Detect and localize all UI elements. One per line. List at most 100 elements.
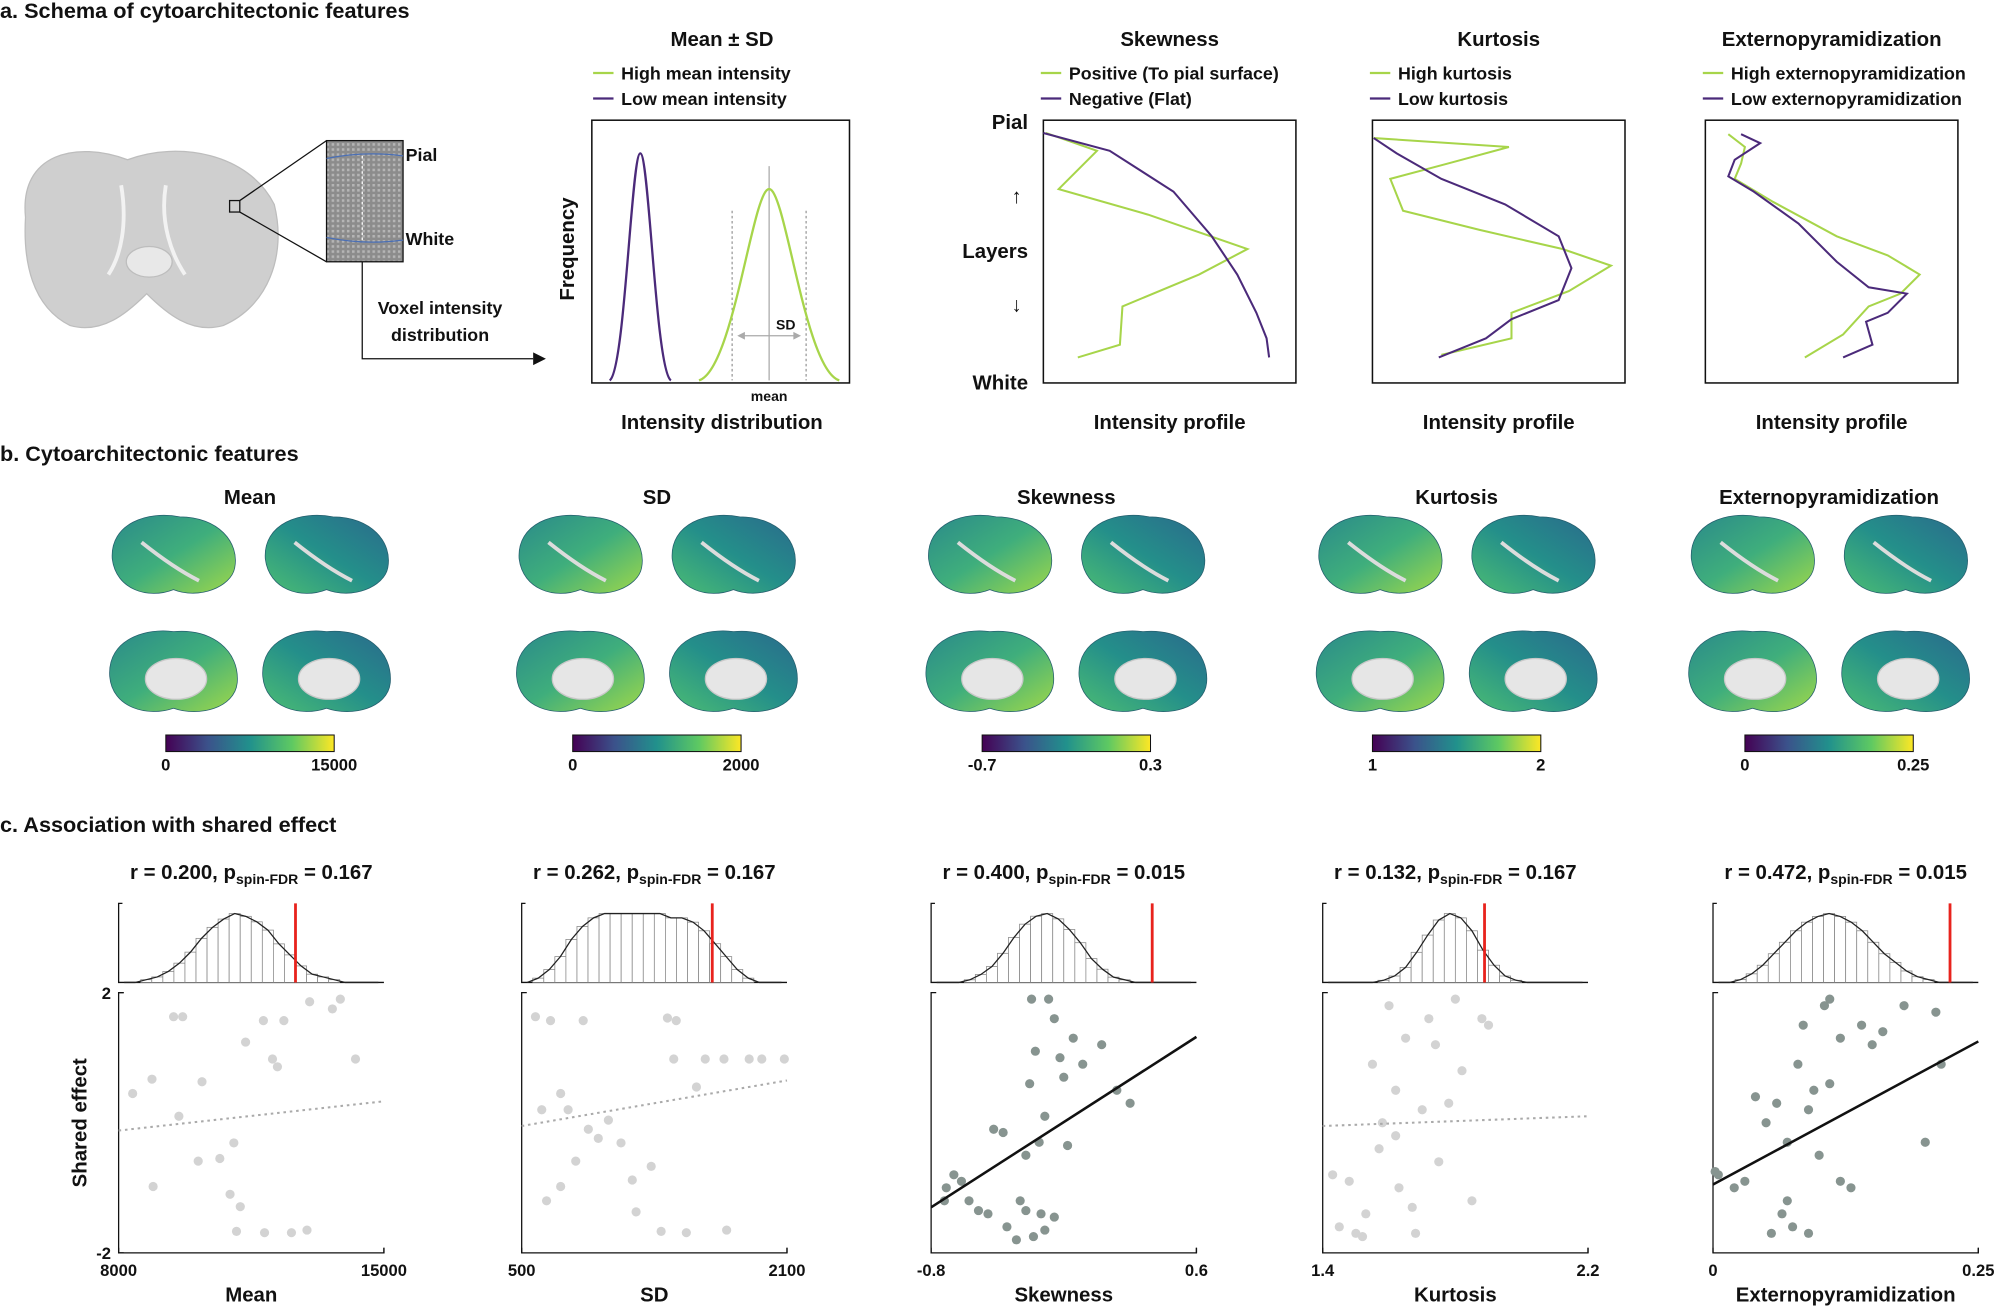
- x-label: Intensity profile: [1094, 412, 1246, 434]
- axis: [117, 992, 385, 1254]
- profile-axis-label: White: [973, 372, 1029, 394]
- hist-bar: [1443, 913, 1456, 983]
- brain-lateral: [1690, 514, 1815, 594]
- profile-curve: [1045, 131, 1251, 359]
- point: [556, 1088, 566, 1099]
- point: [1729, 1183, 1739, 1193]
- brain-sulcus: [547, 540, 607, 583]
- panel-title: r = 0.132, pspin-FDR = 0.167: [1334, 862, 1577, 887]
- hist-bar: [576, 926, 589, 983]
- legend-label: Low externopyramidization: [1731, 89, 1962, 109]
- hist-bar: [1845, 921, 1858, 983]
- hist-bar: [1790, 930, 1802, 983]
- y-tick-label: -2: [96, 1244, 111, 1263]
- point: [1040, 1111, 1050, 1121]
- hist-curve: [936, 912, 1191, 984]
- point: [1772, 1098, 1782, 1108]
- hist-bar: [598, 913, 611, 983]
- brain-sulcus: [700, 540, 760, 583]
- hist-bar: [261, 929, 274, 983]
- panel-title: r = 0.472, pspin-FDR = 0.015: [1724, 862, 1967, 887]
- colorbar-label: 1: [1368, 756, 1377, 775]
- point: [537, 1105, 547, 1115]
- point: [259, 1228, 270, 1238]
- hist-bar: [1041, 913, 1054, 983]
- point: [1750, 1092, 1761, 1102]
- title-part: r = 0.400, p: [942, 862, 1048, 884]
- point: [1920, 1137, 1930, 1147]
- hist-bar: [1878, 953, 1891, 983]
- title-part: = 0.167: [701, 862, 775, 884]
- point: [662, 1013, 673, 1023]
- hist-bar: [1432, 919, 1445, 983]
- brain-midline: [144, 657, 208, 700]
- inset-label: Pial: [406, 145, 438, 165]
- point: [174, 1111, 184, 1121]
- point: [616, 1138, 626, 1148]
- point: [779, 1054, 789, 1064]
- point: [656, 1226, 666, 1236]
- profile-curve: [1373, 137, 1573, 359]
- voxel-label: Voxel intensity: [378, 298, 503, 318]
- fit-line: [118, 1100, 385, 1132]
- hist-curve: [1328, 912, 1583, 984]
- point: [1430, 1040, 1441, 1050]
- point: [1931, 1007, 1941, 1017]
- annotation: mean: [751, 388, 788, 404]
- point: [1021, 1205, 1031, 1216]
- point: [1367, 1059, 1378, 1069]
- hist-bar: [698, 930, 710, 983]
- point: [578, 1016, 588, 1026]
- brain-sulcus: [1109, 540, 1170, 583]
- point: [1044, 994, 1054, 1004]
- colorbar-label: 15000: [311, 756, 357, 775]
- hist-bar: [239, 915, 252, 983]
- point: [1713, 1170, 1723, 1180]
- hist-bar: [543, 969, 556, 983]
- panel-box: [1704, 119, 1959, 384]
- brain-sulcus: [1500, 540, 1560, 583]
- point: [178, 1012, 188, 1022]
- title-part: r = 0.200, p: [130, 862, 236, 884]
- x-tick-label: 1.4: [1311, 1261, 1335, 1280]
- point: [1477, 1014, 1487, 1024]
- inset-line: [239, 211, 327, 263]
- profile-curve: [1727, 133, 1922, 359]
- axis: [521, 992, 788, 1254]
- point: [571, 1156, 581, 1166]
- point: [1078, 1059, 1088, 1069]
- arrow: [361, 261, 534, 360]
- x-tick-label: 0.25: [1962, 1261, 1994, 1280]
- legend-label: Low mean intensity: [621, 89, 787, 109]
- x-label: SD: [640, 1284, 668, 1306]
- profile-axis-label: ↓: [1011, 295, 1021, 317]
- point: [1391, 1085, 1401, 1095]
- map-title: Skewness: [1017, 487, 1116, 509]
- voxel-label: distribution: [391, 325, 489, 345]
- point: [627, 1175, 637, 1185]
- title-part: r = 0.472, p: [1724, 862, 1830, 884]
- hist-curve: [526, 912, 782, 984]
- brain-midline: [297, 657, 361, 700]
- section-title: c. Association with shared effect: [0, 812, 336, 837]
- point: [1803, 1105, 1814, 1115]
- point: [1068, 1033, 1078, 1043]
- point: [545, 1016, 556, 1026]
- point: [1798, 1020, 1808, 1030]
- point: [240, 1037, 251, 1047]
- x-tick-label: 500: [508, 1261, 536, 1280]
- hist-bar: [642, 913, 655, 983]
- y-label: Shared effect: [70, 1058, 92, 1187]
- point: [286, 1228, 297, 1238]
- hist-bar: [250, 921, 263, 983]
- x-label: Skewness: [1014, 1284, 1113, 1306]
- coronal-brain: [24, 150, 279, 329]
- legend-label: High kurtosis: [1398, 63, 1512, 83]
- brain-lateral: [111, 514, 236, 594]
- brain-sulcus: [1347, 540, 1407, 583]
- colorbar: [572, 734, 742, 753]
- point: [1049, 1212, 1059, 1222]
- point: [1867, 1040, 1877, 1050]
- point: [1334, 1222, 1344, 1232]
- point: [1401, 1033, 1411, 1043]
